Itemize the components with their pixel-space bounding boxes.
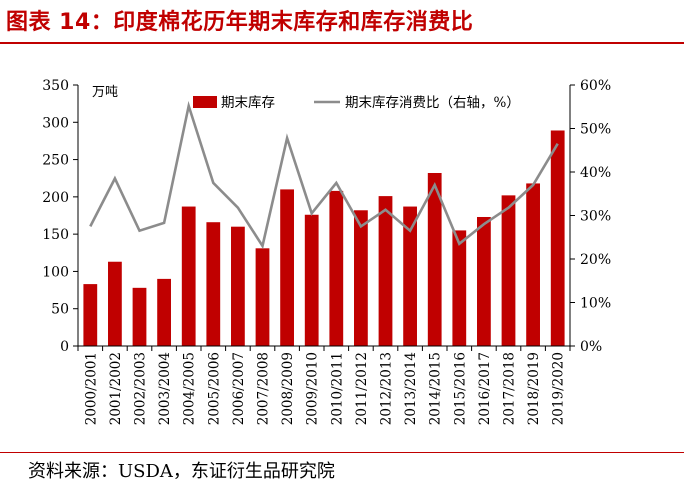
bar — [181, 206, 196, 346]
x-tick-label: 2004/2005 — [182, 352, 198, 425]
bar — [550, 130, 565, 346]
left-axis-unit: 万吨 — [92, 85, 118, 100]
bar — [255, 248, 270, 346]
x-tick-label: 2012/2013 — [379, 352, 395, 425]
x-tick-label: 2002/2003 — [133, 352, 149, 425]
left-tick-label: 350 — [42, 78, 69, 94]
right-tick-label: 10% — [580, 296, 611, 312]
right-tick-label: 0% — [580, 339, 602, 355]
bar — [427, 172, 442, 346]
bar — [329, 190, 344, 346]
x-tick-label: 2009/2010 — [305, 352, 321, 425]
bar — [231, 226, 245, 346]
bar — [206, 222, 221, 346]
x-axis-ticks: 2000/2001 2001/2002 2002/2003 2003/2004 2004… — [77, 346, 571, 425]
chart: 0 50 100 150 200 250 300 350 0% 10% 20% 30% 40% 50% 6… — [42, 78, 611, 425]
right-tick-label: 20% — [580, 252, 611, 268]
right-tick-label: 40% — [580, 165, 611, 181]
x-tick-label: 2013/2014 — [403, 352, 419, 425]
x-tick-label: 2018/2019 — [526, 352, 542, 425]
legend-bar-swatch — [193, 96, 217, 108]
bar — [83, 284, 98, 346]
left-tick-label: 50 — [51, 302, 69, 318]
right-tick-label: 60% — [580, 78, 611, 94]
bar — [403, 206, 417, 346]
left-tick-label: 250 — [42, 153, 69, 169]
x-tick-label: 2001/2002 — [108, 352, 124, 425]
x-tick-label: 2016/2017 — [477, 352, 493, 425]
left-tick-label: 0 — [60, 339, 69, 355]
ratio-line — [89, 100, 559, 250]
bar — [157, 278, 171, 346]
x-tick-label: 2015/2016 — [452, 352, 468, 425]
bar — [108, 261, 122, 346]
bar — [304, 214, 319, 346]
left-axis-ticks: 0 50 100 150 200 250 300 350 — [42, 78, 78, 355]
x-tick-label: 2000/2001 — [83, 352, 99, 425]
legend: 期末库存 期末库存消费比（右轴，%） — [193, 95, 520, 111]
left-tick-label: 150 — [42, 227, 69, 243]
bar-series — [83, 130, 565, 346]
title-divider — [0, 42, 684, 44]
left-tick-label: 100 — [42, 264, 69, 280]
x-tick-label: 2019/2020 — [551, 352, 567, 425]
bar — [477, 216, 491, 346]
x-tick-label: 2006/2007 — [231, 352, 247, 425]
bar — [280, 189, 294, 346]
bar — [501, 195, 516, 346]
bar — [132, 287, 147, 346]
right-tick-label: 30% — [580, 209, 611, 225]
x-tick-label: 2005/2006 — [206, 352, 222, 425]
left-tick-label: 200 — [42, 190, 69, 206]
right-tick-label: 50% — [580, 122, 611, 138]
line-series — [89, 100, 559, 250]
x-tick-label: 2008/2009 — [280, 352, 296, 425]
source-divider — [0, 452, 684, 453]
bar — [452, 230, 467, 346]
source-note: 资料来源：USDA，东证衍生品研究院 — [28, 461, 335, 482]
bar — [526, 183, 540, 346]
x-tick-label: 2007/2008 — [256, 352, 272, 425]
x-tick-label: 2010/2011 — [329, 352, 345, 425]
chart-title: 图表 14：印度棉花历年期末库存和库存消费比 — [6, 10, 474, 35]
x-tick-label: 2003/2004 — [157, 352, 173, 425]
x-tick-label: 2011/2012 — [354, 352, 370, 425]
legend-bar-label: 期末库存 — [221, 95, 275, 111]
x-tick-label: 2014/2015 — [428, 352, 444, 425]
bar — [354, 210, 368, 346]
legend-line-label: 期末库存消费比（右轴，%） — [345, 95, 520, 111]
bar — [378, 196, 393, 346]
x-tick-label: 2017/2018 — [502, 352, 518, 425]
right-axis-ticks: 0% 10% 20% 30% 40% 50% 60% — [570, 78, 611, 355]
left-tick-label: 300 — [42, 115, 69, 131]
